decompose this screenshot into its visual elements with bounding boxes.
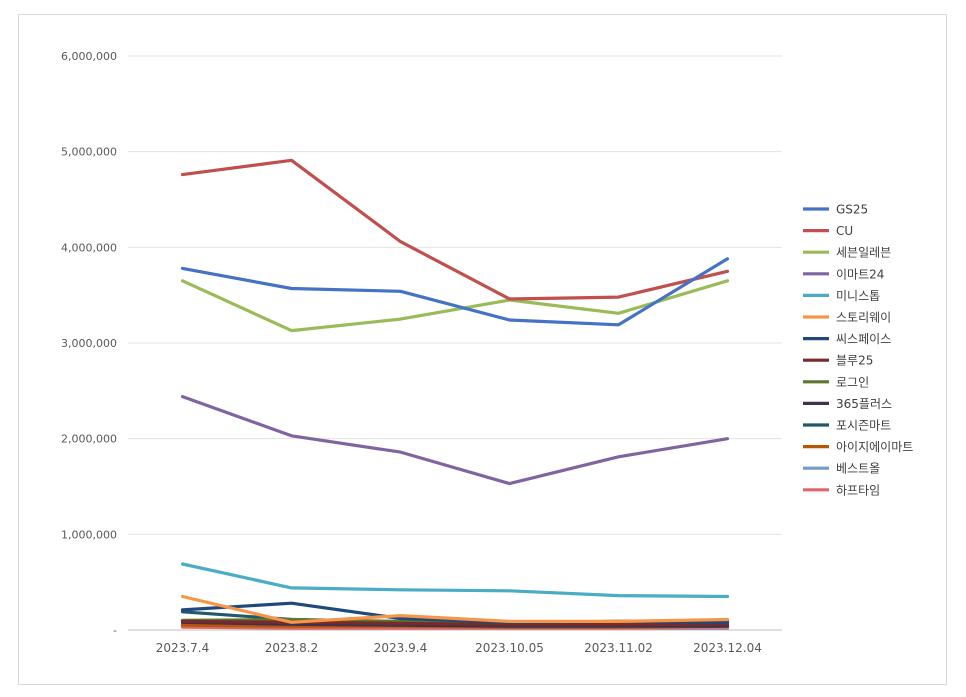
series-line-5 bbox=[180, 562, 730, 599]
y-tick-label: 1,000,000 bbox=[61, 528, 117, 541]
legend-label: 포시즌마트 bbox=[836, 419, 891, 433]
y-tick-label: 5,000,000 bbox=[61, 146, 117, 159]
legend-label: 하프타임 bbox=[836, 483, 880, 497]
y-axis-ticks: - 1,000,000 2,000,000 3,000,000 4,000,000 5,0… bbox=[61, 50, 117, 637]
x-axis-ticks: 2023.7.4 2023.8.2 2023.9.4 2023.10.05 2023.1… bbox=[156, 641, 762, 655]
chart-frame bbox=[18, 14, 947, 685]
legend-label: 씨스페이스 bbox=[836, 332, 891, 346]
x-tick-label: 2023.9.4 bbox=[374, 641, 427, 655]
legend-label: 블루25 bbox=[836, 354, 873, 368]
x-tick-label: 2023.10.05 bbox=[475, 641, 544, 655]
series-line-2 bbox=[180, 158, 730, 301]
series-line-4 bbox=[180, 395, 730, 486]
x-tick-label: 2023.11.02 bbox=[584, 641, 653, 655]
y-tick-label: 3,000,000 bbox=[61, 337, 117, 350]
legend-label: 세븐일레븐 bbox=[836, 246, 891, 260]
legend-label: 베스트올 bbox=[836, 462, 880, 476]
y-tick-label: 2,000,000 bbox=[61, 433, 117, 446]
gridlines bbox=[128, 55, 782, 631]
legend-label: 로그인 bbox=[836, 375, 869, 389]
x-tick-label: 2023.8.2 bbox=[265, 641, 318, 655]
series-line-8 bbox=[180, 619, 730, 626]
series-lines bbox=[180, 158, 730, 630]
y-tick-label: 4,000,000 bbox=[61, 241, 117, 254]
y-tick-label: 6,000,000 bbox=[61, 50, 117, 63]
legend-label: CU bbox=[836, 224, 853, 238]
series-line-3 bbox=[180, 279, 730, 333]
legend-label: 365플러스 bbox=[836, 397, 892, 411]
y-tick-label: - bbox=[113, 624, 117, 637]
legend-label: 이마트24 bbox=[836, 267, 884, 281]
legend-label: 미니스톱 bbox=[836, 289, 880, 303]
legend-label: 스토리웨이 bbox=[836, 311, 891, 325]
legend-label: GS25 bbox=[836, 203, 868, 217]
x-tick-label: 2023.7.4 bbox=[156, 641, 209, 655]
legend-label: 아이지에이마트 bbox=[836, 440, 913, 454]
series-line-10 bbox=[180, 620, 730, 628]
series-line-1 bbox=[180, 257, 730, 327]
x-tick-label: 2023.12.04 bbox=[693, 641, 762, 655]
series-line-6 bbox=[180, 594, 730, 624]
